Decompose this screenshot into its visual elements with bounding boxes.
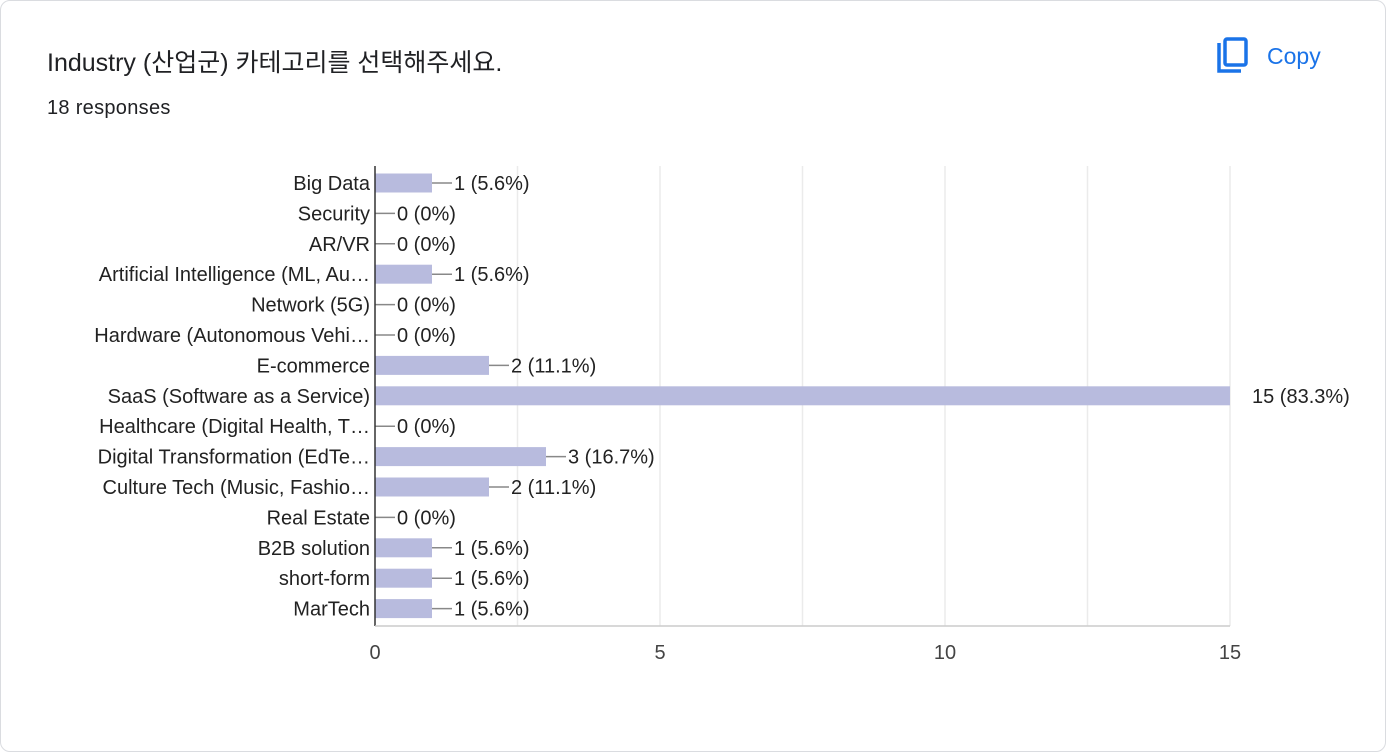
copy-button[interactable]: Copy: [1215, 35, 1355, 77]
data-label: 2 (11.1%): [511, 355, 596, 377]
data-label: 1 (5.6%): [454, 599, 530, 621]
category-label: Artificial Intelligence (ML, Au…: [99, 264, 370, 286]
category-label: MarTech: [293, 599, 370, 621]
x-tick-label: 15: [1219, 642, 1241, 664]
data-label: 0 (0%): [397, 234, 456, 256]
category-label: Real Estate: [267, 507, 370, 529]
category-label: Culture Tech (Music, Fashio…: [103, 477, 371, 499]
bar: [375, 264, 432, 284]
data-label: 15 (83.3%): [1252, 386, 1350, 408]
bar: [375, 568, 432, 588]
question-title: Industry (산업군) 카테고리를 선택해주세요.: [47, 49, 503, 77]
data-label: 3 (16.7%): [568, 447, 655, 469]
response-count: 18 responses: [47, 97, 171, 119]
category-label: AR/VR: [309, 234, 370, 256]
data-label: 1 (5.6%): [454, 173, 530, 195]
bar: [375, 355, 489, 375]
category-label: E-commerce: [257, 355, 370, 377]
data-label: 0 (0%): [397, 203, 456, 225]
x-tick-label: 10: [934, 642, 956, 664]
copy-label: Copy: [1267, 42, 1321, 69]
category-label: Big Data: [293, 173, 371, 195]
data-label: 1 (5.6%): [454, 568, 530, 590]
data-label: 0 (0%): [397, 507, 456, 529]
bar: [375, 447, 546, 467]
data-label: 0 (0%): [397, 416, 456, 438]
category-label: Digital Transformation (EdTe…: [98, 447, 370, 469]
category-label: Hardware (Autonomous Vehi…: [94, 325, 370, 347]
bar: [375, 538, 432, 558]
x-tick-label: 5: [654, 642, 665, 664]
bar: [375, 599, 432, 619]
category-label: Security: [298, 203, 370, 225]
data-label: 1 (5.6%): [454, 264, 530, 286]
category-label: Healthcare (Digital Health, T…: [99, 416, 370, 438]
bar: [375, 477, 489, 497]
category-label: short-form: [279, 568, 370, 590]
category-label: Network (5G): [251, 295, 370, 317]
bar: [375, 173, 432, 193]
data-label: 1 (5.6%): [454, 538, 530, 560]
category-label: B2B solution: [258, 538, 370, 560]
category-label: SaaS (Software as a Service): [108, 386, 370, 408]
bar: [375, 386, 1230, 406]
data-label: 0 (0%): [397, 295, 456, 317]
copy-icon: [1217, 37, 1248, 73]
data-label: 0 (0%): [397, 325, 456, 347]
x-tick-label: 0: [369, 642, 380, 664]
data-label: 2 (11.1%): [511, 477, 596, 499]
